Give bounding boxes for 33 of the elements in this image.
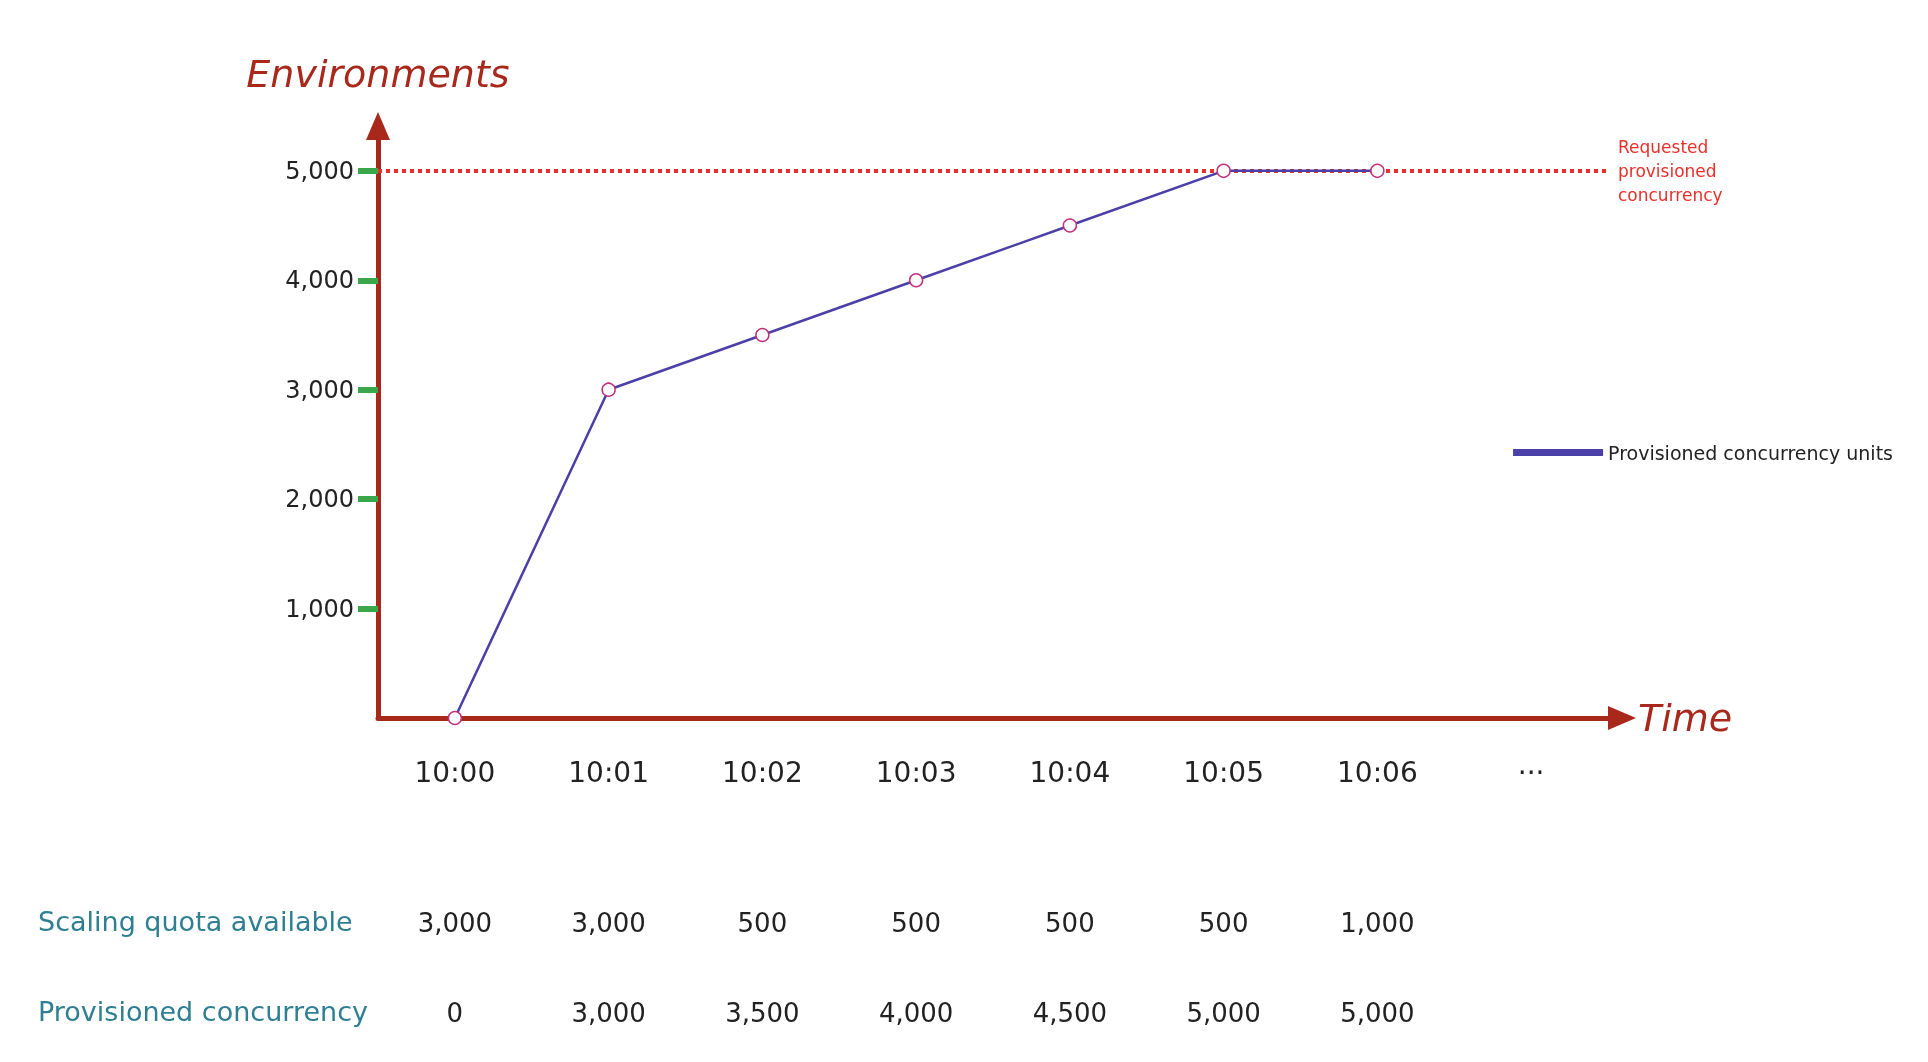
data-label: 3,500 <box>725 998 800 1028</box>
x-tick-label: 10:02 <box>722 755 803 789</box>
ref-line-label: Requested provisioned concurrency <box>1618 136 1723 205</box>
legend-label: Provisioned concurrency units <box>1608 441 1894 464</box>
x-axis-title: Time <box>1638 696 1733 740</box>
text: 500 <box>1045 908 1095 938</box>
x-tick-label: 10:01 <box>568 755 649 789</box>
x-tick-label: 10:05 <box>1183 755 1264 789</box>
x-tick-label: 10:03 <box>875 755 957 789</box>
text: 500 <box>737 908 788 938</box>
data-label: 4,500 <box>1032 998 1108 1028</box>
y-tick-label: 2,000 <box>285 485 354 514</box>
y-tick-label: 4,000 <box>285 266 354 295</box>
text: Scaling quota available <box>38 906 353 937</box>
x-tick-label: 10:04 <box>1029 755 1111 789</box>
data-label: 5,000 <box>1340 998 1415 1028</box>
data-label: 5,000 <box>1186 998 1261 1028</box>
text: 3,000 <box>571 908 646 938</box>
text: Provisioned concurrency <box>38 996 368 1027</box>
text: 500 <box>1198 908 1249 938</box>
y-tick-label: 3,000 <box>285 375 354 404</box>
y-tick-label: 1,000 <box>285 594 354 623</box>
y-axis-title: Environments <box>246 52 510 96</box>
data-label: 4,000 <box>878 998 954 1028</box>
x-tick-label: 10:06 <box>1337 755 1418 789</box>
text: 1,000 <box>1340 908 1415 938</box>
x-tick-label: ··· <box>1517 755 1545 789</box>
text: 3,000 <box>417 908 493 938</box>
y-tick-label: 5,000 <box>285 156 354 185</box>
data-label: 0 <box>446 998 464 1028</box>
x-tick-label: 10:00 <box>414 755 496 789</box>
data-label: 3,000 <box>571 998 646 1028</box>
text: 500 <box>891 908 941 938</box>
